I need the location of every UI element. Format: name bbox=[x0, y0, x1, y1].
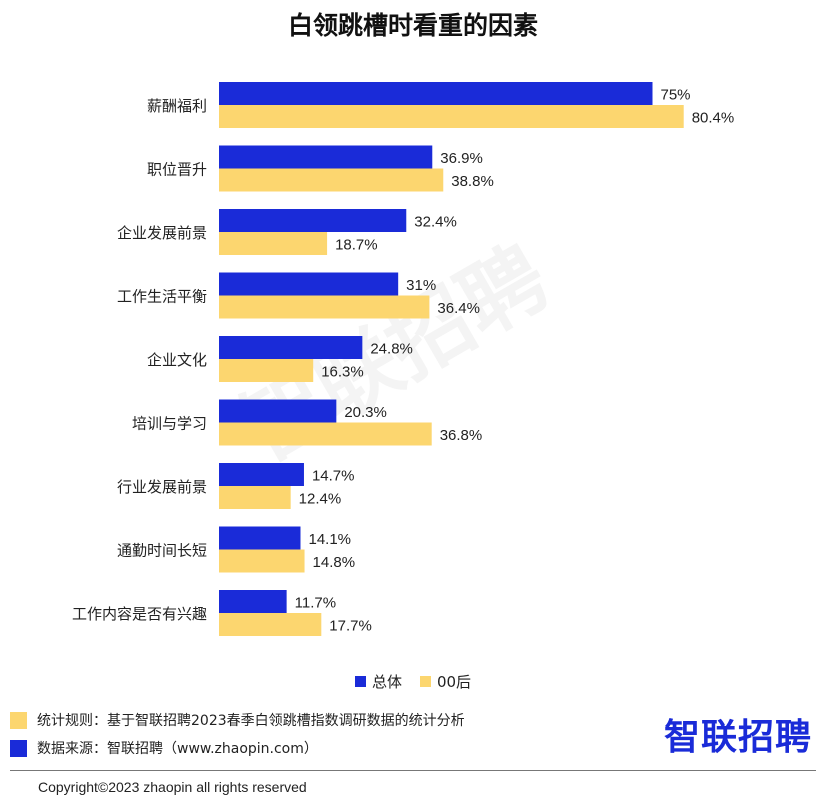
value-label-00: 80.4% bbox=[692, 110, 735, 127]
legend-swatch-total bbox=[354, 676, 366, 687]
rule-note-text: 统计规则：基于智联招聘2023春季白领跳槽指数调研数据的统计分析 bbox=[37, 713, 465, 729]
bar-00 bbox=[219, 422, 432, 446]
bar-total bbox=[219, 145, 433, 169]
value-label-00: 17.7% bbox=[329, 618, 372, 635]
legend-label-00: 00后 bbox=[436, 673, 472, 691]
bar-00 bbox=[219, 359, 314, 382]
bar-total bbox=[219, 526, 301, 550]
bar-00 bbox=[219, 295, 430, 319]
legend-swatch-00 bbox=[419, 676, 431, 687]
source-note-text: 数据来源：智联招聘（www.zhaopin.com） bbox=[37, 741, 318, 757]
bar-total bbox=[219, 590, 287, 613]
value-label-00: 14.8% bbox=[313, 554, 356, 571]
rule-note-swatch bbox=[10, 711, 27, 729]
value-label-00: 12.4% bbox=[299, 491, 342, 508]
value-label-00: 16.3% bbox=[321, 364, 364, 381]
copyright: Copyright©2023 zhaopin all rights reserv… bbox=[38, 779, 307, 795]
bar-total bbox=[219, 399, 337, 423]
value-label-00: 18.7% bbox=[335, 237, 378, 254]
rule-note: 统计规则：基于智联招聘2023春季白领跳槽指数调研数据的统计分析 bbox=[10, 710, 465, 730]
category-label: 薪酬福利 bbox=[147, 97, 207, 115]
bar-00 bbox=[219, 168, 444, 192]
category-label: 职位晋升 bbox=[147, 161, 207, 179]
source-note: 数据来源：智联招聘（www.zhaopin.com） bbox=[10, 738, 318, 758]
source-note-swatch bbox=[10, 739, 27, 757]
category-label: 企业文化 bbox=[147, 351, 207, 369]
category-label: 工作生活平衡 bbox=[117, 288, 207, 306]
category-label: 培训与学习 bbox=[132, 415, 207, 433]
bar-00 bbox=[219, 105, 684, 128]
bar-00 bbox=[219, 549, 305, 573]
bar-total bbox=[219, 272, 399, 296]
bar-total bbox=[219, 209, 407, 232]
bar-chart: 薪酬福利 75%80.4% 职位晋升 36.9% 38.8% 企业发展前景 32.4% 18.… bbox=[72, 82, 735, 636]
value-label-total: 32.4% bbox=[414, 214, 457, 231]
bar-00 bbox=[219, 613, 322, 636]
value-label-00: 36.8% bbox=[440, 427, 483, 444]
category-label: 行业发展前景 bbox=[117, 478, 207, 496]
value-label-00: 36.4% bbox=[437, 300, 480, 317]
bar-total bbox=[219, 463, 304, 486]
value-label-total: 14.1% bbox=[308, 531, 351, 548]
divider bbox=[10, 770, 816, 771]
value-label-total: 36.9% bbox=[440, 150, 483, 167]
value-label-total: 75% bbox=[661, 87, 691, 104]
bar-00 bbox=[219, 486, 291, 509]
category-label: 企业发展前景 bbox=[117, 224, 207, 242]
bar-total bbox=[219, 82, 653, 105]
chart-title: 白领跳槽时看重的因素 bbox=[287, 11, 538, 40]
value-label-total: 14.7% bbox=[312, 468, 355, 485]
category-label: 通勤时间长短 bbox=[117, 542, 207, 560]
legend-item-total: 总体 bbox=[354, 671, 402, 692]
value-label-total: 20.3% bbox=[344, 404, 387, 421]
bar-total bbox=[219, 336, 363, 359]
legend-item-00: 00后 bbox=[419, 671, 472, 692]
value-label-total: 11.7% bbox=[295, 595, 336, 612]
legend: 总体 00后 bbox=[0, 671, 826, 692]
value-label-00: 38.8% bbox=[451, 173, 494, 190]
value-label-total: 24.8% bbox=[370, 341, 413, 358]
category-label: 工作内容是否有兴趣 bbox=[72, 605, 207, 623]
legend-label-total: 总体 bbox=[371, 673, 402, 691]
brand-logo: 智联招聘 bbox=[663, 717, 812, 758]
value-label-total: 31% bbox=[406, 277, 436, 294]
bar-00 bbox=[219, 232, 328, 255]
